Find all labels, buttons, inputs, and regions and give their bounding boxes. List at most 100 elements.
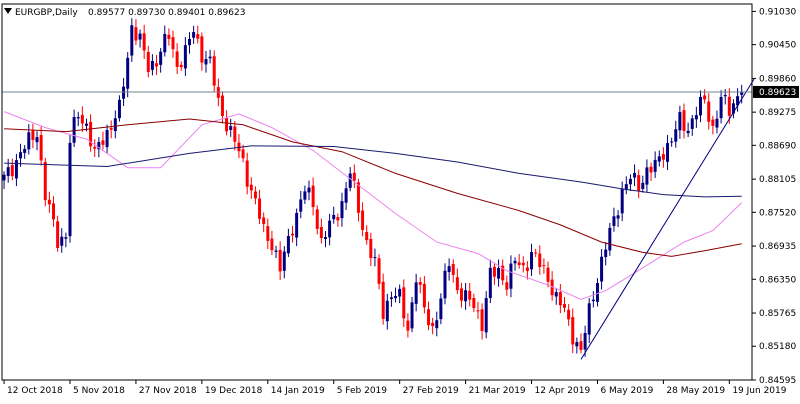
candle-body[interactable] bbox=[113, 118, 117, 132]
candle-body[interactable] bbox=[377, 258, 381, 284]
candle-body[interactable] bbox=[253, 191, 257, 199]
candle-body[interactable] bbox=[122, 86, 126, 99]
candle-body[interactable] bbox=[361, 210, 365, 230]
candle-body[interactable] bbox=[389, 297, 393, 300]
candle-body[interactable] bbox=[336, 217, 340, 221]
candle-body[interactable] bbox=[204, 59, 208, 65]
candle-body[interactable] bbox=[633, 172, 637, 178]
candle-body[interactable] bbox=[220, 95, 224, 116]
candle-body[interactable] bbox=[183, 45, 187, 69]
candle-body[interactable] bbox=[47, 199, 51, 205]
candle-body[interactable] bbox=[282, 251, 286, 271]
candle-body[interactable] bbox=[567, 309, 571, 320]
candle-body[interactable] bbox=[595, 282, 599, 302]
candle-body[interactable] bbox=[542, 265, 546, 267]
candle-body[interactable] bbox=[196, 34, 200, 39]
candle-body[interactable] bbox=[212, 56, 216, 86]
candle-body[interactable] bbox=[509, 263, 513, 289]
candle-body[interactable] bbox=[328, 220, 332, 238]
candle-body[interactable] bbox=[736, 96, 740, 106]
candle-body[interactable] bbox=[418, 282, 422, 285]
candle-body[interactable] bbox=[406, 320, 410, 331]
candle-body[interactable] bbox=[690, 118, 694, 129]
candle-body[interactable] bbox=[163, 33, 167, 53]
candle-body[interactable] bbox=[344, 188, 348, 203]
candle-body[interactable] bbox=[332, 214, 336, 220]
candle-body[interactable] bbox=[464, 290, 468, 302]
candle-body[interactable] bbox=[31, 130, 35, 140]
candle-body[interactable] bbox=[208, 56, 212, 59]
candle-body[interactable] bbox=[546, 267, 550, 282]
candle-body[interactable] bbox=[575, 342, 579, 347]
candle-body[interactable] bbox=[249, 184, 253, 191]
candle-body[interactable] bbox=[23, 148, 27, 153]
candle-body[interactable] bbox=[356, 182, 360, 213]
candle-body[interactable] bbox=[274, 250, 278, 252]
candle-body[interactable] bbox=[674, 129, 678, 142]
candle-body[interactable] bbox=[6, 167, 10, 176]
candle-body[interactable] bbox=[19, 152, 23, 159]
candle-body[interactable] bbox=[534, 252, 538, 254]
candle-body[interactable] bbox=[476, 310, 480, 312]
candle-body[interactable] bbox=[455, 277, 459, 291]
candle-body[interactable] bbox=[84, 123, 88, 126]
candle-body[interactable] bbox=[311, 185, 315, 208]
candle-body[interactable] bbox=[707, 101, 711, 122]
trendline[interactable] bbox=[580, 78, 755, 360]
candle-body[interactable] bbox=[711, 119, 715, 126]
candle-body[interactable] bbox=[686, 130, 690, 134]
candle-body[interactable] bbox=[365, 231, 369, 241]
candle-body[interactable] bbox=[315, 209, 319, 229]
candle-body[interactable] bbox=[587, 303, 591, 335]
candle-body[interactable] bbox=[258, 198, 262, 219]
candle-body[interactable] bbox=[303, 191, 307, 200]
candle-body[interactable] bbox=[146, 51, 150, 73]
candle-body[interactable] bbox=[715, 118, 719, 128]
candle-body[interactable] bbox=[554, 292, 558, 297]
candle-body[interactable] bbox=[703, 95, 707, 100]
candle-body[interactable] bbox=[89, 121, 93, 147]
candle-body[interactable] bbox=[608, 227, 612, 251]
candle-body[interactable] bbox=[117, 99, 121, 119]
candle-body[interactable] bbox=[740, 91, 744, 95]
candle-body[interactable] bbox=[447, 266, 451, 273]
candle-body[interactable] bbox=[645, 167, 649, 185]
candle-body[interactable] bbox=[538, 253, 542, 267]
candle-body[interactable] bbox=[225, 118, 229, 132]
candle-body[interactable] bbox=[60, 236, 64, 246]
candle-body[interactable] bbox=[138, 33, 142, 40]
candle-body[interactable] bbox=[352, 172, 356, 181]
candle-body[interactable] bbox=[130, 25, 134, 56]
candle-body[interactable] bbox=[76, 117, 80, 119]
candle-body[interactable] bbox=[513, 260, 517, 264]
candle-body[interactable] bbox=[694, 115, 698, 120]
candle-body[interactable] bbox=[72, 117, 76, 143]
candle-body[interactable] bbox=[435, 320, 439, 329]
candle-body[interactable] bbox=[571, 317, 575, 345]
candle-body[interactable] bbox=[167, 34, 171, 39]
candle-body[interactable] bbox=[2, 174, 6, 181]
candle-body[interactable] bbox=[394, 296, 398, 299]
candle-body[interactable] bbox=[579, 341, 583, 350]
candle-body[interactable] bbox=[637, 175, 641, 192]
candle-body[interactable] bbox=[497, 267, 501, 279]
candle-body[interactable] bbox=[266, 226, 270, 241]
candle-body[interactable] bbox=[649, 166, 653, 173]
candle-body[interactable] bbox=[229, 126, 233, 130]
candle-body[interactable] bbox=[612, 216, 616, 226]
candle-body[interactable] bbox=[604, 249, 608, 258]
candle-body[interactable] bbox=[670, 141, 674, 143]
candle-body[interactable] bbox=[558, 292, 562, 306]
candle-body[interactable] bbox=[291, 233, 295, 236]
candle-body[interactable] bbox=[628, 178, 632, 185]
candle-body[interactable] bbox=[200, 36, 204, 63]
candle-body[interactable] bbox=[35, 137, 39, 143]
candle-body[interactable] bbox=[468, 290, 472, 300]
candle-body[interactable] bbox=[286, 236, 290, 254]
candle-body[interactable] bbox=[657, 156, 661, 162]
candle-body[interactable] bbox=[52, 203, 56, 220]
candle-body[interactable] bbox=[278, 249, 282, 272]
candle-body[interactable] bbox=[661, 154, 665, 160]
candle-body[interactable] bbox=[323, 237, 327, 239]
